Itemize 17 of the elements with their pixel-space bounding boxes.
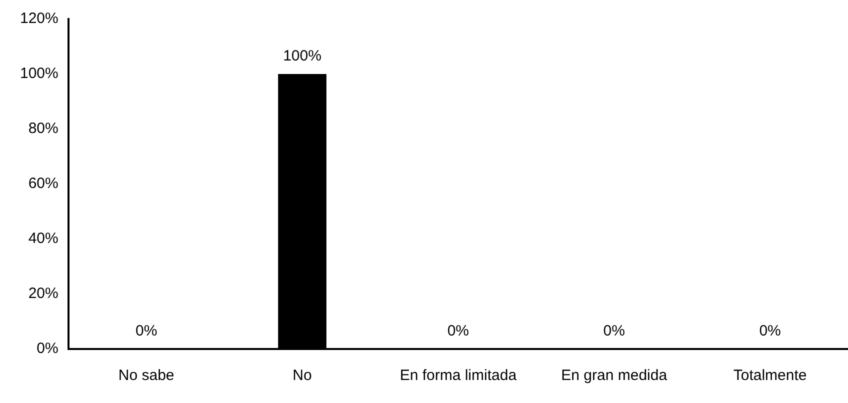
y-tick-label: 120% bbox=[20, 10, 58, 28]
x-tick-label: No sabe bbox=[118, 367, 174, 384]
data-label: 0% bbox=[603, 322, 625, 340]
y-tick-label: 20% bbox=[28, 285, 58, 302]
y-tick-label: 60% bbox=[28, 175, 58, 192]
y-tick-label: 0% bbox=[36, 340, 58, 358]
x-tick-label: Totalmente bbox=[733, 367, 807, 384]
y-tick-label: 40% bbox=[28, 230, 58, 248]
data-label: 100% bbox=[283, 48, 322, 65]
y-tick-label: 100% bbox=[20, 65, 58, 82]
x-tick-label: En forma limitada bbox=[400, 367, 518, 384]
data-label: 0% bbox=[135, 322, 158, 340]
y-tick-label: 80% bbox=[28, 120, 58, 138]
x-tick-label: No bbox=[292, 367, 312, 384]
data-label: 0% bbox=[759, 322, 781, 340]
data-label: 0% bbox=[447, 322, 470, 340]
x-tick-label: En gran medida bbox=[561, 367, 668, 384]
